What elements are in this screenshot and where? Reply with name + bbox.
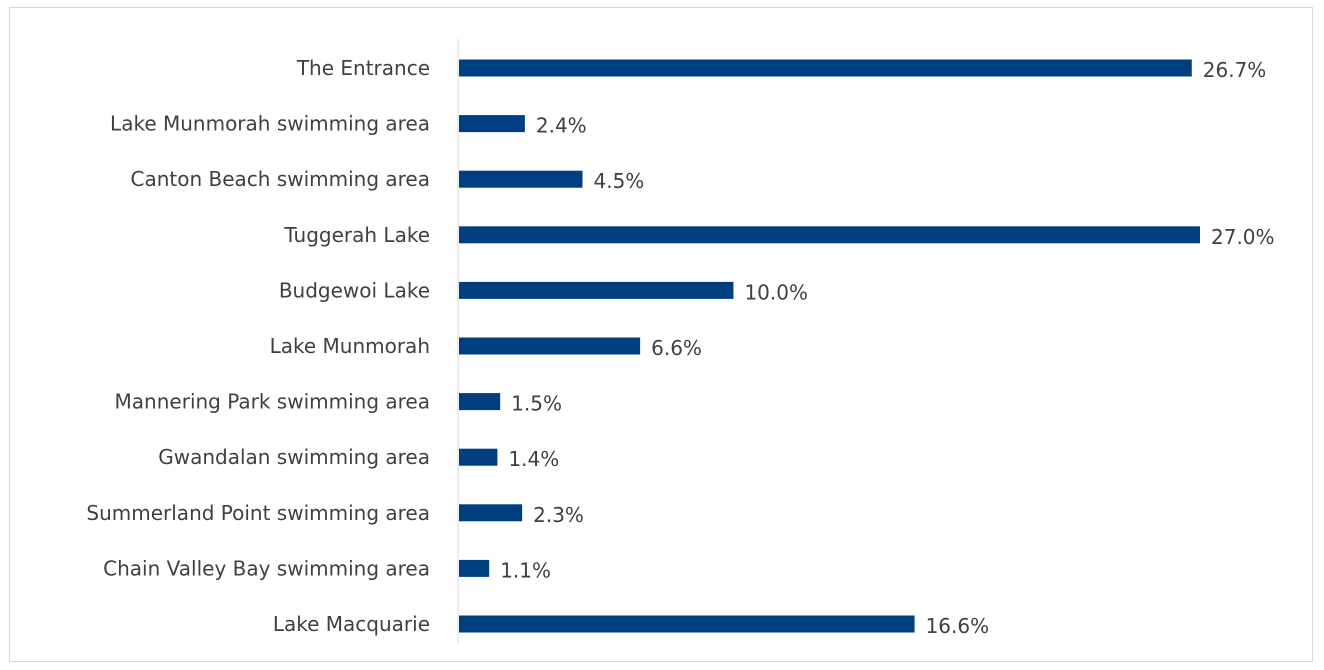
bar: [459, 615, 915, 633]
value-label: 2.4%: [536, 114, 587, 138]
bar: [459, 448, 498, 466]
bar: [459, 281, 734, 299]
bar: [459, 59, 1192, 77]
chart-frame: The Entrance Lake Munmorah swimming area C…: [9, 7, 1313, 662]
value-label: 10.0%: [744, 280, 808, 304]
category-label: Lake Munmorah: [270, 334, 430, 358]
category-label: Summerland Point swimming area: [86, 501, 430, 525]
value-label: 26.7%: [1203, 58, 1267, 82]
value-label: 4.5%: [594, 169, 645, 193]
category-label: The Entrance: [296, 56, 430, 80]
value-label: 6.6%: [651, 336, 702, 360]
bar-chart: The Entrance Lake Munmorah swimming area C…: [86, 39, 1275, 643]
value-labels-group: 26.7% 2.4% 4.5% 27.0% 10.0% 6.6% 1.5% 1.4% 2.3% 1…: [500, 58, 1274, 638]
value-label: 1.1%: [500, 558, 551, 582]
value-label: 16.6%: [926, 614, 990, 638]
category-label: Mannering Park swimming area: [115, 390, 430, 414]
bar: [459, 115, 525, 133]
value-label: 1.5%: [511, 392, 562, 416]
bar: [459, 170, 583, 188]
bar: [459, 559, 490, 577]
bar: [459, 226, 1200, 244]
category-label: Tuggerah Lake: [283, 223, 430, 247]
category-label: Budgewoi Lake: [279, 278, 430, 302]
category-label: Canton Beach swimming area: [130, 167, 430, 191]
bar: [459, 393, 501, 411]
value-label: 1.4%: [508, 447, 559, 471]
bars-group: [459, 59, 1200, 633]
category-labels-group: The Entrance Lake Munmorah swimming area C…: [86, 56, 430, 636]
category-label: Lake Munmorah swimming area: [110, 112, 430, 136]
category-label: Lake Macquarie: [273, 612, 430, 636]
category-label: Chain Valley Bay swimming area: [103, 556, 430, 580]
value-label: 2.3%: [533, 503, 584, 527]
category-label: Gwandalan swimming area: [158, 445, 430, 469]
bar: [459, 337, 641, 355]
bar: [459, 504, 523, 522]
value-label: 27.0%: [1211, 225, 1275, 249]
